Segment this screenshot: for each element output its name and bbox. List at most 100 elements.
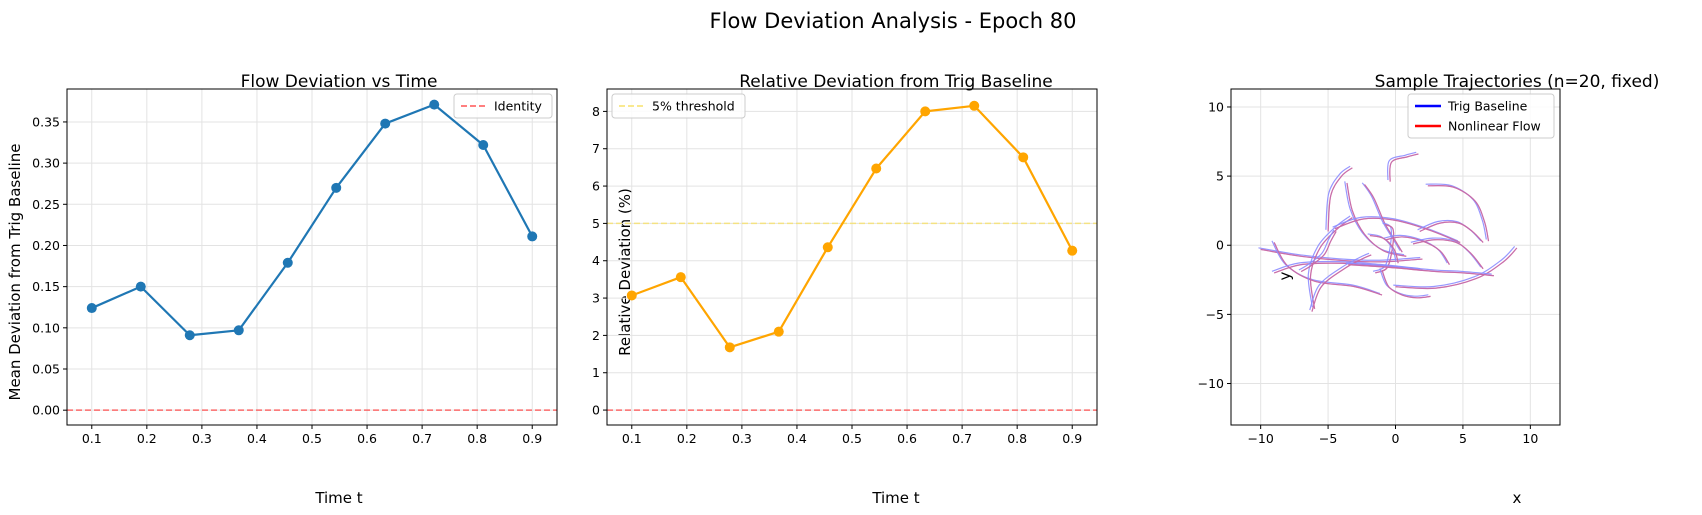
figure-title: Flow Deviation Analysis - Epoch 80 (710, 9, 1077, 33)
x-axis-label: Time t (314, 489, 362, 507)
legend-box (611, 93, 746, 119)
x-tick-label: 0.4 (247, 431, 267, 446)
data-point (724, 342, 735, 353)
data-point (331, 182, 342, 193)
legend-label: Identity (494, 99, 543, 114)
overlap-trajectory (1300, 231, 1337, 273)
x-tick-label: 10 (1522, 431, 1538, 446)
x-tick-label: 0.8 (1007, 431, 1027, 446)
y-tick-label: 0.15 (32, 279, 60, 294)
data-point (233, 325, 244, 336)
trig-trajectory (1379, 268, 1429, 297)
x-tick-label: 0.9 (1062, 431, 1082, 446)
y-tick-label: 10 (1208, 99, 1224, 114)
data-point (86, 303, 97, 314)
panel-title: Sample Trajectories (n=20, fixed) (1375, 72, 1660, 92)
overlap-trajectory (1273, 242, 1383, 296)
data-point (184, 330, 195, 341)
x-tick-label: 0.6 (357, 431, 377, 446)
data-point (675, 272, 686, 283)
data-point (527, 231, 538, 242)
trig-trajectory (1393, 245, 1516, 288)
y-axis-label: Mean Deviation from Trig Baseline (6, 143, 24, 400)
y-tick-label: 3 (592, 291, 600, 306)
overlap-trajectory (1327, 167, 1353, 232)
x-tick-label: 0.6 (897, 431, 917, 446)
x-tick-label: 0.3 (192, 431, 212, 446)
overlap-trajectory (1348, 264, 1494, 277)
x-tick-label: 0.2 (677, 431, 697, 446)
y-tick-label: −10 (1198, 376, 1224, 391)
series-line (631, 104, 1074, 349)
relative-deviation-panel: Relative Deviation from Trig Baseline Ti… (592, 72, 1098, 507)
overlap-trajectory (1389, 153, 1419, 182)
trig-trajectory (1271, 240, 1380, 294)
x-tick-label: 0.3 (732, 431, 752, 446)
data-point (969, 100, 980, 111)
trig-trajectory (1361, 182, 1401, 251)
flow-trajectory (1381, 269, 1431, 299)
panel-title: Relative Deviation from Trig Baseline (739, 72, 1053, 92)
overlap-trajectory (1311, 254, 1372, 312)
trig-trajectory (1344, 181, 1405, 256)
trig-trajectory (1410, 237, 1482, 268)
y-tick-label: 0.10 (32, 320, 60, 335)
overlap-trajectory (1309, 217, 1353, 309)
panel-title: Flow Deviation vs Time (241, 72, 438, 92)
data-point (380, 118, 391, 129)
trig-trajectory (1332, 216, 1459, 242)
data-point (1067, 245, 1078, 256)
y-tick-label: 0.25 (32, 197, 60, 212)
x-tick-label: −10 (1247, 431, 1273, 446)
legend-label: 5% threshold (652, 99, 735, 114)
x-axis-label: x (1513, 489, 1522, 507)
x-tick-label: 0.1 (82, 431, 102, 446)
y-tick-label: −5 (1206, 307, 1224, 322)
trig-trajectory (1325, 165, 1351, 230)
sample-trajectories-panel: Sample Trajectories (n=20, fixed) x y −1… (1198, 72, 1660, 507)
x-tick-label: −5 (1319, 431, 1337, 446)
x-tick-label: 0.2 (137, 431, 157, 446)
trig-trajectory (1298, 229, 1335, 271)
trig-trajectory (1386, 151, 1417, 181)
trig-trajectory (1307, 215, 1351, 308)
overlap-trajectory (1381, 269, 1431, 299)
x-tick-label: 0.1 (622, 431, 642, 446)
y-tick-label: 0.05 (32, 362, 60, 377)
x-tick-label: 0.5 (302, 431, 322, 446)
overlap-trajectory (1412, 239, 1484, 270)
y-tick-label: 5 (592, 216, 600, 231)
plot-frame (1230, 88, 1561, 426)
y-tick-label: 2 (592, 328, 600, 343)
data-point (478, 140, 489, 150)
x-axis-label: Time t (871, 489, 919, 507)
y-tick-label: 4 (592, 253, 600, 268)
data-point (135, 281, 146, 292)
trig-trajectory (1258, 247, 1421, 261)
trig-trajectory (1271, 260, 1421, 272)
deviation-vs-time-panel: Flow Deviation vs Time Time t Mean Devia… (6, 72, 558, 507)
y-tick-label: 0.20 (32, 238, 60, 253)
overlap-trajectory (1395, 247, 1518, 290)
overlap-trajectory (1273, 262, 1423, 274)
overlap-trajectory (1369, 234, 1399, 264)
x-tick-label: 5 (1459, 431, 1467, 446)
x-tick-label: 0.5 (842, 431, 862, 446)
overlap-trajectory (1260, 248, 1423, 263)
overlap-trajectory (1334, 217, 1461, 244)
data-point (429, 99, 440, 110)
y-tick-label: 0.30 (32, 156, 60, 171)
trig-trajectory (1309, 252, 1370, 311)
y-tick-label: 8 (592, 104, 600, 119)
y-tick-label: 0 (1216, 238, 1224, 253)
y-tick-label: 0 (592, 403, 600, 418)
flow-trajectory (1412, 239, 1484, 270)
grid-lines (67, 89, 557, 425)
x-tick-label: 0.4 (787, 431, 807, 446)
data-point (282, 257, 293, 268)
y-tick-label: 5 (1216, 169, 1224, 184)
legend-box (1407, 93, 1555, 139)
data-point (1018, 152, 1029, 163)
data-point (871, 163, 882, 174)
